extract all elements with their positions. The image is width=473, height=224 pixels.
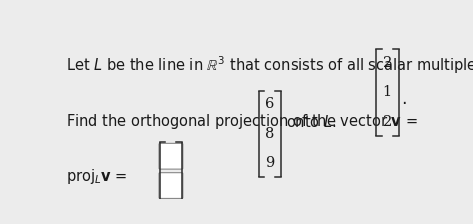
Text: Find the orthogonal projection of the vector $\mathbf{v}$ =: Find the orthogonal projection of the ve… bbox=[66, 112, 417, 131]
Text: 2: 2 bbox=[383, 115, 392, 129]
Text: 6: 6 bbox=[265, 97, 275, 112]
Text: .: . bbox=[402, 90, 407, 108]
Text: 9: 9 bbox=[265, 156, 274, 170]
FancyBboxPatch shape bbox=[159, 173, 183, 198]
Text: $\mathrm{proj}_L\mathbf{v}$ =: $\mathrm{proj}_L\mathbf{v}$ = bbox=[66, 167, 127, 186]
FancyBboxPatch shape bbox=[159, 202, 183, 224]
Text: 2: 2 bbox=[383, 56, 392, 70]
Text: 1: 1 bbox=[383, 85, 392, 99]
FancyBboxPatch shape bbox=[159, 143, 183, 169]
Text: 8: 8 bbox=[265, 127, 275, 141]
Text: Let $L$ be the line in $\mathbb{R}^3$ that consists of all scalar multiples of t: Let $L$ be the line in $\mathbb{R}^3$ th… bbox=[66, 54, 473, 76]
Text: onto $L$.: onto $L$. bbox=[286, 114, 336, 130]
